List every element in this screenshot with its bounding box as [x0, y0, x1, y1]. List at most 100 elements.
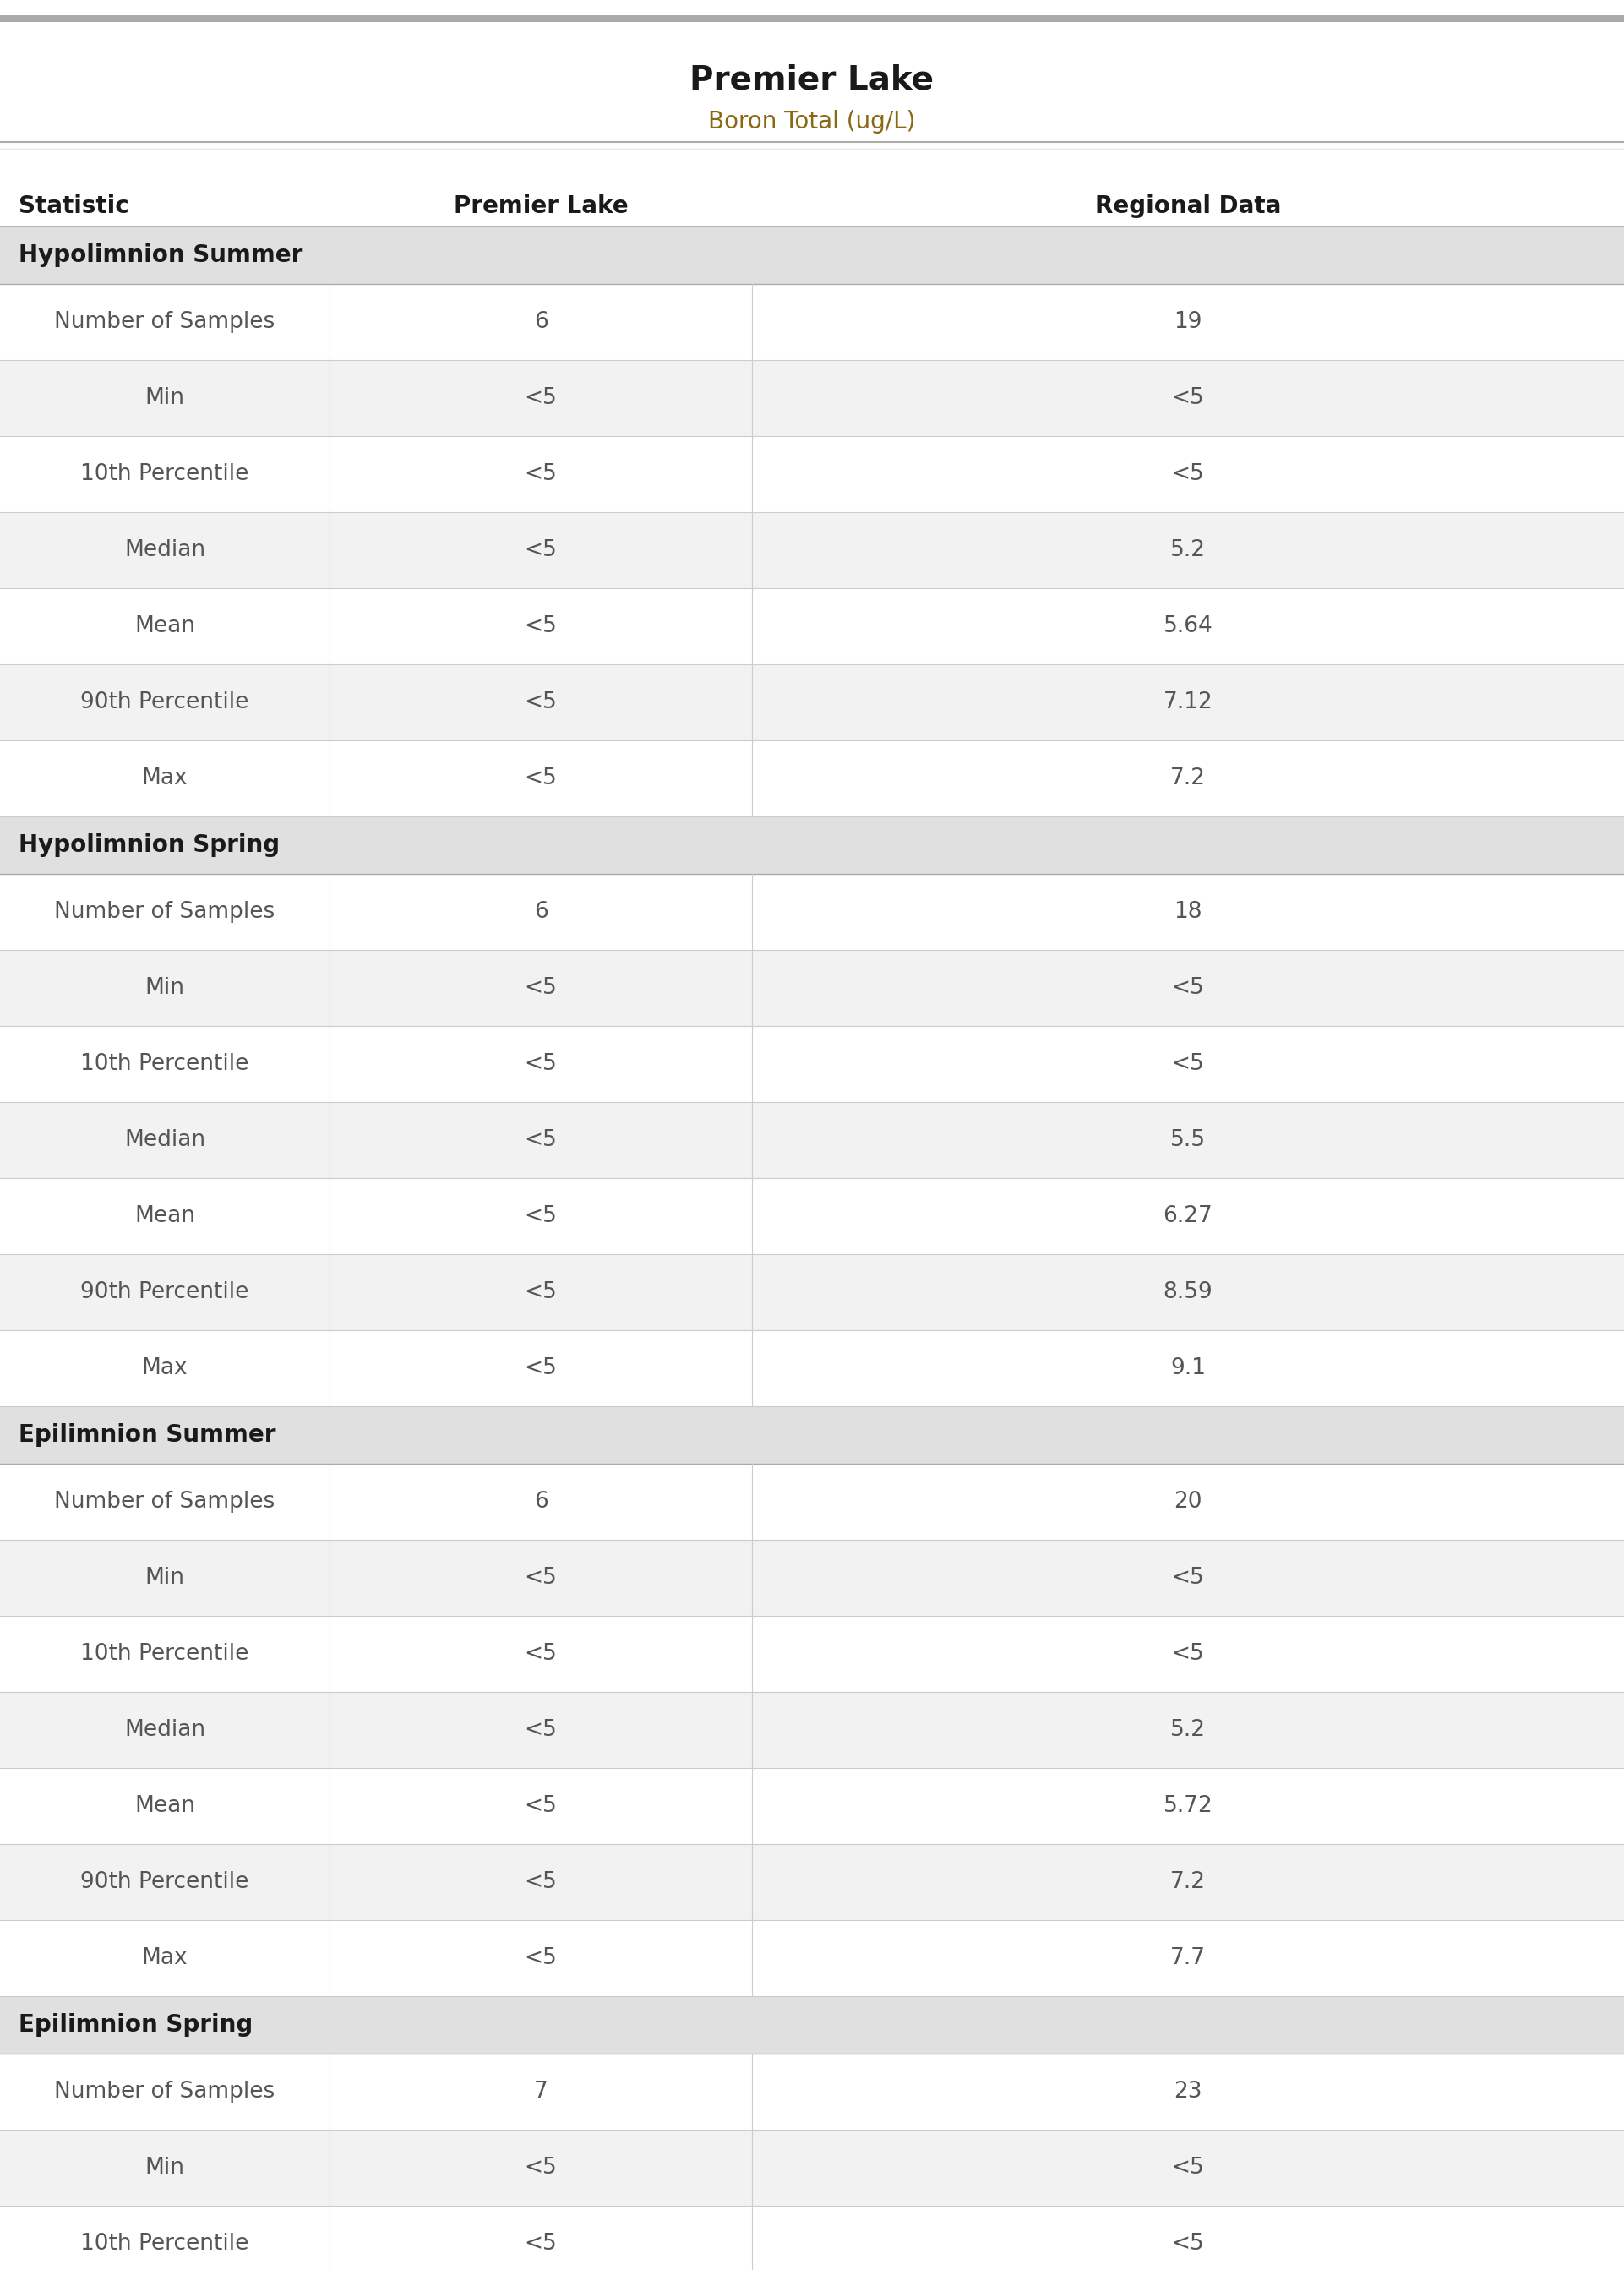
Text: Statistic: Statistic [18, 195, 128, 218]
Text: Number of Samples: Number of Samples [54, 1491, 274, 1512]
Bar [0, 1407, 1624, 1464]
Text: Median: Median [123, 1718, 205, 1741]
Text: 7.7: 7.7 [1171, 1948, 1205, 1968]
Bar [0, 16, 1624, 23]
Text: 5.64: 5.64 [1163, 615, 1213, 638]
Text: <5: <5 [525, 1718, 557, 1741]
Bar [0, 513, 1624, 588]
Text: Epilimnion Summer: Epilimnion Summer [18, 1423, 276, 1446]
Text: Min: Min [145, 388, 185, 409]
Text: 6: 6 [534, 311, 547, 334]
Text: Number of Samples: Number of Samples [54, 2082, 274, 2102]
Bar [0, 1178, 1624, 1253]
Bar [0, 1539, 1624, 1616]
Text: <5: <5 [525, 976, 557, 999]
Text: <5: <5 [1171, 1053, 1205, 1076]
Text: 18: 18 [1174, 901, 1202, 924]
Bar [0, 436, 1624, 513]
Text: <5: <5 [1171, 463, 1205, 486]
Bar [0, 227, 1624, 284]
Text: 8.59: 8.59 [1163, 1280, 1213, 1303]
Text: Max: Max [141, 1948, 188, 1968]
Bar [0, 1616, 1624, 1691]
Bar [0, 2129, 1624, 2206]
Text: 90th Percentile: 90th Percentile [81, 1280, 248, 1303]
Text: <5: <5 [525, 1280, 557, 1303]
Text: 19: 19 [1174, 311, 1202, 334]
Text: 9.1: 9.1 [1171, 1357, 1205, 1380]
Text: <5: <5 [525, 767, 557, 790]
Text: Max: Max [141, 1357, 188, 1380]
Text: <5: <5 [525, 463, 557, 486]
Text: Min: Min [145, 2156, 185, 2179]
Text: Mean: Mean [135, 1796, 195, 1816]
Bar [0, 1464, 1624, 1539]
Text: 7.2: 7.2 [1171, 1870, 1205, 1893]
Text: 23: 23 [1174, 2082, 1202, 2102]
Text: 5.72: 5.72 [1163, 1796, 1213, 1816]
Bar [0, 1253, 1624, 1330]
Text: Number of Samples: Number of Samples [54, 311, 274, 334]
Text: Hypolimnion Spring: Hypolimnion Spring [18, 833, 279, 858]
Text: 5.5: 5.5 [1171, 1128, 1205, 1151]
Text: <5: <5 [1171, 1643, 1205, 1664]
Text: 7.12: 7.12 [1163, 692, 1213, 713]
Text: Epilimnion Spring: Epilimnion Spring [18, 2013, 253, 2036]
Text: <5: <5 [525, 692, 557, 713]
Bar [0, 740, 1624, 817]
Text: 90th Percentile: 90th Percentile [81, 692, 248, 713]
Bar [0, 874, 1624, 949]
Text: <5: <5 [525, 2234, 557, 2254]
Text: Boron Total (ug/L): Boron Total (ug/L) [708, 109, 916, 134]
Text: Median: Median [123, 1128, 205, 1151]
Text: Min: Min [145, 976, 185, 999]
Text: Median: Median [123, 540, 205, 561]
Text: Hypolimnion Summer: Hypolimnion Summer [18, 243, 302, 268]
Bar [0, 1691, 1624, 1768]
Bar [0, 1843, 1624, 1920]
Text: <5: <5 [1171, 1566, 1205, 1589]
Text: 10th Percentile: 10th Percentile [81, 2234, 248, 2254]
Text: <5: <5 [525, 540, 557, 561]
Text: <5: <5 [525, 615, 557, 638]
Bar [0, 817, 1624, 874]
Text: <5: <5 [1171, 976, 1205, 999]
Text: Regional Data: Regional Data [1095, 195, 1281, 218]
Text: <5: <5 [1171, 2156, 1205, 2179]
Bar [0, 1995, 1624, 2054]
Bar [0, 588, 1624, 665]
Text: Mean: Mean [135, 615, 195, 638]
Text: <5: <5 [1171, 2234, 1205, 2254]
Text: 10th Percentile: 10th Percentile [81, 1053, 248, 1076]
Text: <5: <5 [525, 1357, 557, 1380]
Text: Premier Lake: Premier Lake [453, 195, 628, 218]
Bar [0, 1768, 1624, 1843]
Bar [0, 2054, 1624, 2129]
Bar [0, 2206, 1624, 2270]
Bar [0, 1920, 1624, 1995]
Bar [0, 361, 1624, 436]
Text: <5: <5 [1171, 388, 1205, 409]
Bar [0, 1101, 1624, 1178]
Text: Number of Samples: Number of Samples [54, 901, 274, 924]
Bar [0, 1330, 1624, 1407]
Text: Premier Lake: Premier Lake [690, 64, 934, 95]
Text: 7.2: 7.2 [1171, 767, 1205, 790]
Text: Min: Min [145, 1566, 185, 1589]
Text: <5: <5 [525, 1566, 557, 1589]
Bar [0, 1026, 1624, 1101]
Text: 6: 6 [534, 1491, 547, 1512]
Text: <5: <5 [525, 1053, 557, 1076]
Text: 5.2: 5.2 [1171, 540, 1205, 561]
Text: <5: <5 [525, 1948, 557, 1968]
Bar [0, 949, 1624, 1026]
Text: <5: <5 [525, 388, 557, 409]
Text: 5.2: 5.2 [1171, 1718, 1205, 1741]
Text: <5: <5 [525, 2156, 557, 2179]
Text: 10th Percentile: 10th Percentile [81, 1643, 248, 1664]
Text: 7: 7 [534, 2082, 547, 2102]
Text: 10th Percentile: 10th Percentile [81, 463, 248, 486]
Bar [0, 284, 1624, 361]
Text: <5: <5 [525, 1870, 557, 1893]
Text: <5: <5 [525, 1796, 557, 1816]
